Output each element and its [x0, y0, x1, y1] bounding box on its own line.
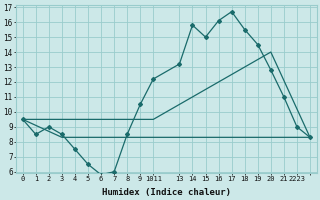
X-axis label: Humidex (Indice chaleur): Humidex (Indice chaleur): [102, 188, 231, 197]
